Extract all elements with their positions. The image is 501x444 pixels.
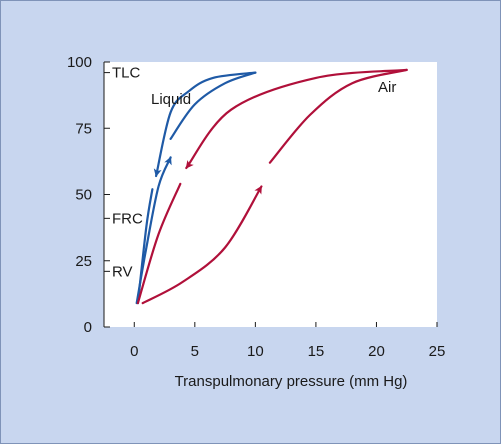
x-axis-title: Transpulmonary pressure (mm Hg) xyxy=(175,373,408,390)
y-axis-ticks: 0 25 50 75 100 xyxy=(67,54,110,336)
plot-area xyxy=(104,62,437,327)
liquid-label: Liquid xyxy=(151,91,191,108)
x-tick-label: 20 xyxy=(368,343,385,360)
y-tick-label: 0 xyxy=(84,319,92,336)
x-tick-label: 25 xyxy=(429,343,446,360)
x-tick-label: 10 xyxy=(247,343,264,360)
y-tick-label: 50 xyxy=(75,187,92,204)
liquid-curve-segment xyxy=(136,188,154,305)
x-axis-ticks: 0 5 10 15 20 25 xyxy=(130,322,445,360)
air-curve-segment xyxy=(185,68,408,170)
x-tick-label: 15 xyxy=(308,343,325,360)
annotation-frc-label: FRC xyxy=(112,210,143,227)
curves xyxy=(135,68,408,305)
x-tick-label: 5 xyxy=(191,343,199,360)
x-tick-label: 0 xyxy=(130,343,138,360)
annotation-rv-label: RV xyxy=(112,263,133,280)
air-curve-segment xyxy=(136,182,182,305)
annotation-tlc-label: TLC xyxy=(112,65,141,82)
y-tick-label: 100 xyxy=(67,54,92,71)
liquid-curve-segment xyxy=(153,71,257,178)
y-tick-label: 75 xyxy=(75,120,92,137)
air-label: Air xyxy=(378,79,396,96)
y-tick-label: 25 xyxy=(75,253,92,270)
liquid-curve-segment xyxy=(169,71,257,140)
y-annotations: TLC FRC RV xyxy=(104,65,143,280)
air-curve-segment xyxy=(141,185,263,305)
air-curve-segment xyxy=(268,68,408,164)
